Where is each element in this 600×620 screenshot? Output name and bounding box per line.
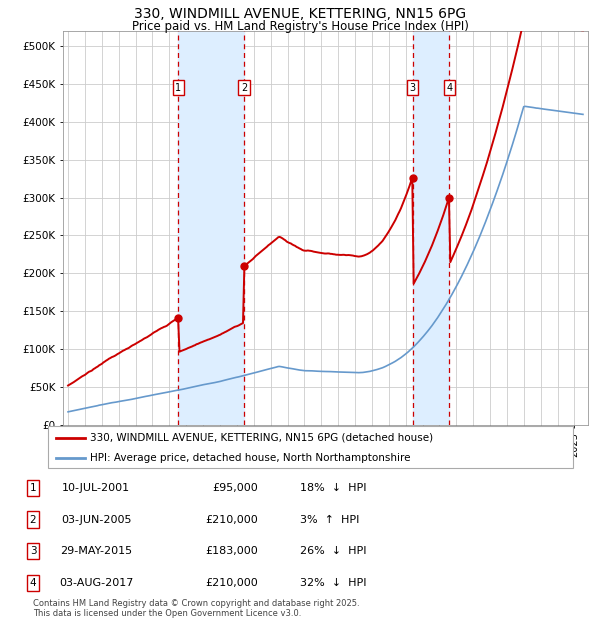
Text: £183,000: £183,000 [205,546,258,556]
Text: 4: 4 [446,83,452,93]
Text: 03-JUN-2005: 03-JUN-2005 [61,515,131,525]
Text: £210,000: £210,000 [205,578,258,588]
Text: 4: 4 [29,578,37,588]
Text: 330, WINDMILL AVENUE, KETTERING, NN15 6PG: 330, WINDMILL AVENUE, KETTERING, NN15 6P… [134,7,466,22]
Bar [413,31,449,425]
Text: £210,000: £210,000 [205,515,258,525]
Text: 32%  ↓  HPI: 32% ↓ HPI [300,578,367,588]
Text: 1: 1 [175,83,181,93]
Text: 18%  ↓  HPI: 18% ↓ HPI [300,483,367,493]
Text: Contains HM Land Registry data © Crown copyright and database right 2025.: Contains HM Land Registry data © Crown c… [33,600,359,608]
Text: 3: 3 [29,546,37,556]
Text: HPI: Average price, detached house, North Northamptonshire: HPI: Average price, detached house, Nort… [90,453,410,463]
Text: 1: 1 [29,483,37,493]
Text: 2: 2 [29,515,37,525]
Text: 29-MAY-2015: 29-MAY-2015 [60,546,132,556]
Text: This data is licensed under the Open Government Licence v3.0.: This data is licensed under the Open Gov… [33,609,301,618]
Text: 3: 3 [410,83,416,93]
Text: 330, WINDMILL AVENUE, KETTERING, NN15 6PG (detached house): 330, WINDMILL AVENUE, KETTERING, NN15 6P… [90,433,433,443]
Text: 03-AUG-2017: 03-AUG-2017 [59,578,133,588]
Text: Price paid vs. HM Land Registry's House Price Index (HPI): Price paid vs. HM Land Registry's House … [131,20,469,33]
Text: 10-JUL-2001: 10-JUL-2001 [62,483,130,493]
Bar [178,31,244,425]
Text: £95,000: £95,000 [212,483,258,493]
Text: 26%  ↓  HPI: 26% ↓ HPI [300,546,367,556]
Text: 3%  ↑  HPI: 3% ↑ HPI [300,515,359,525]
Text: 2: 2 [241,83,247,93]
